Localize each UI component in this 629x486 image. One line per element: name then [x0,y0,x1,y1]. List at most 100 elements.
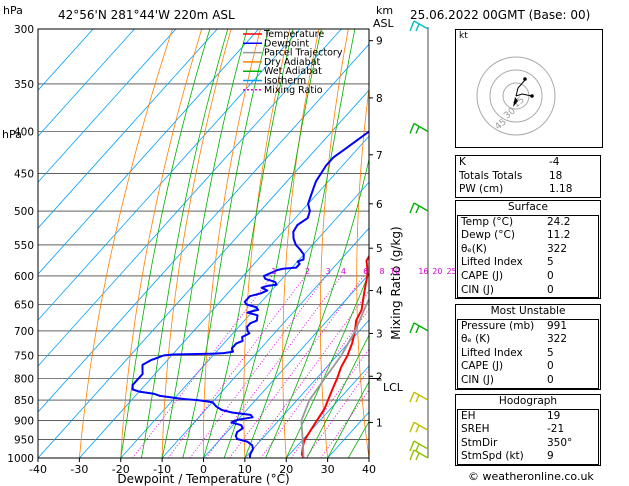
most-unstable-title: Most Unstable [490,305,566,317]
legend-entry: Wet Adiabat [264,66,322,77]
most-unstable-row: θₑ (K) 322 [461,333,568,346]
pressure-tick-label: 550 [14,240,34,252]
pressure-tick-label: 800 [14,373,34,385]
dry-adiabat-line [161,29,232,458]
legend-entry: Mixing Ratio [264,85,323,96]
mixing-ratio-label: 8 [379,267,384,276]
pressure-tick-label: 900 [14,415,34,427]
isotherm-line [161,227,369,458]
wet-adiabat-line [327,380,369,458]
height-tick-label: 9 [376,36,383,48]
height-axis-label-asl: ASL [373,17,395,30]
pressure-tick-label: 850 [14,395,34,407]
pressure-tick-label: 950 [14,435,34,447]
isotherm-line [203,273,369,458]
mixing-ratio-line [229,275,365,458]
hodograph-row: StmDir 350° [461,436,573,449]
wet-adiabat-line [203,29,294,458]
hodograph-ring-45 [476,56,556,136]
dry-adiabat-line [203,29,261,458]
height-tick-label: 6 [376,199,383,211]
x-tick-label: 0 [200,463,207,476]
surface-row: CAPE (J) 0 [461,269,554,282]
x-tick-label: 40 [362,463,376,476]
isotherm-line [244,319,369,458]
hodograph-stats-table: Hodograph EH 19 SREH -21 StmDir 350° StmSpd… [455,394,601,466]
x-axis-label: Dewpoint / Temperature (°C) [117,472,289,486]
hodograph-point [523,77,527,81]
y-axis-label-repeat: hPa [2,128,22,141]
mixing-ratio-label: 1 [271,267,276,276]
height-tick-label: 5 [376,243,383,255]
wind-barb [409,449,429,461]
mixing-ratio-label: 2 [305,267,310,276]
ring-label-15: 15 [512,95,527,110]
legend-entry: Temperature [263,29,324,40]
most-unstable-table: Most Unstable Pressure (mb) 991 θₑ (K) 322… [455,304,601,390]
dewpoint-line [131,130,369,458]
x-tick-label: 30 [321,463,335,476]
isotherm-line [38,29,135,137]
hodograph-row: StmSpd (kt) 9 [461,450,554,463]
mixing-ratio-line [205,275,342,458]
dry-adiabat-line [120,29,203,458]
dry-adiabat-line [79,29,173,458]
x-tick-label: -30 [70,463,88,476]
lcl-label: LCL [383,381,404,394]
height-tick-label: 4 [376,286,383,298]
pressure-tick-label: 750 [14,350,34,362]
mixing-ratio-label: 20 [432,267,442,276]
hodograph-ring-30 [489,69,543,123]
surface-row: Temp (°C) 24.2 [461,215,571,228]
most-unstable-row: Lifted Index 5 [461,346,554,359]
dry-adiabat-line [612,29,629,458]
wet-adiabat-line [161,29,248,458]
legend-entry: Parcel Trajectory [264,48,343,59]
height-tick-label: 2 [376,371,383,383]
dry-adiabat-line [356,85,369,458]
x-tick-label: 10 [238,463,252,476]
isotherm-line [38,29,218,229]
wet-adiabat-line [120,29,211,458]
mixing-ratio-label: 4 [341,267,346,276]
mixing-ratio-label: 10 [390,267,400,276]
surface-title: Surface [507,201,548,213]
wind-barb [409,391,429,403]
wet-adiabat-line [265,157,369,458]
pressure-tick-label: 400 [14,127,34,139]
wind-barb [409,322,429,334]
pressure-tick-label: 350 [14,79,34,91]
wet-adiabat-line [285,271,369,458]
wind-barb [409,440,429,452]
hodograph-point [530,94,534,98]
wet-adiabat-line [141,29,229,458]
isotherm-line [285,365,369,458]
isotherm-line [38,29,259,275]
surface-table: Surface Temp (°C) 24.2 Dewp (°C) 11.2 θₑ(K… [455,200,601,300]
hodograph-row: EH 19 [461,409,561,422]
parcel-trajectory-line [300,296,369,458]
pressure-tick-label: 700 [14,326,34,338]
pressure-tick-label: 1000 [7,453,34,465]
wet-adiabat-line [182,29,270,458]
isotherm-line [79,135,369,458]
surface-row: Lifted Index 5 [461,256,554,269]
wet-adiabat-line [306,334,369,458]
index-row: K -4 [459,156,560,168]
surface-row: CIN (J) 0 [461,283,554,296]
pressure-tick-label: 300 [14,24,34,36]
wind-barb [409,20,429,32]
x-tick-label: -40 [29,463,47,476]
height-tick-label: 7 [376,150,383,162]
temperature-line [300,254,369,458]
isotherm-line [38,29,301,321]
pressure-tick-label: 600 [14,271,34,283]
isotherm-line [120,181,369,458]
height-tick-label: 1 [376,417,383,429]
mixing-ratio-line [189,275,327,458]
index-row: PW (cm) 1.18 [459,183,573,196]
pressure-tick-label: 650 [14,300,34,312]
credit-text: © weatheronline.co.uk [468,470,594,483]
mixing-ratio-line [290,348,369,458]
